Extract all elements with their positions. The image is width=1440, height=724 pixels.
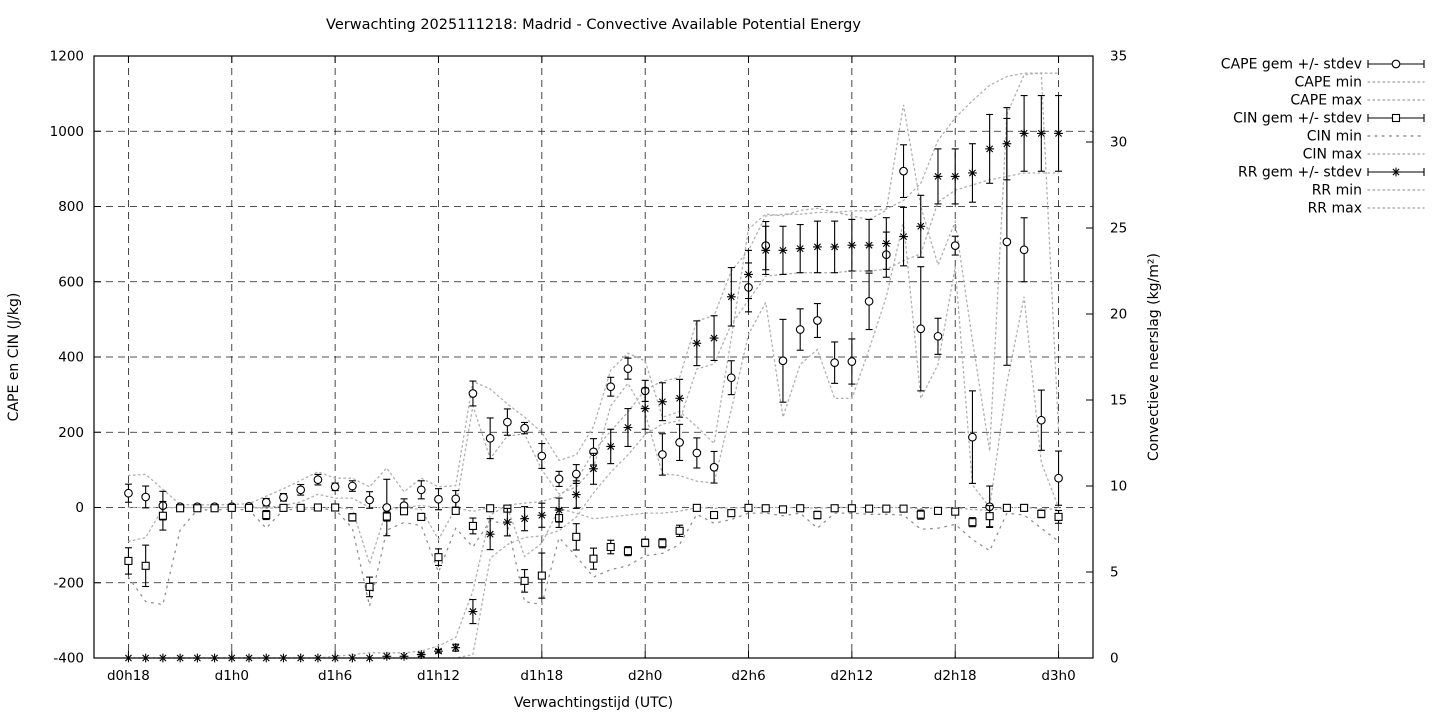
svg-text:Verwachting 2025111218: Madrid: Verwachting 2025111218: Madrid - Convect… [326, 17, 861, 33]
series-cin-mean [124, 503, 1063, 591]
svg-text:RR gem +/- stdev: RR gem +/- stdev [1238, 165, 1362, 181]
svg-text:d2h12: d2h12 [830, 668, 873, 684]
svg-text:-400: -400 [53, 651, 84, 667]
svg-text:d1h18: d1h18 [520, 668, 563, 684]
svg-text:0: 0 [75, 500, 84, 516]
svg-text:0: 0 [1110, 651, 1119, 667]
svg-text:d1h0: d1h0 [215, 668, 249, 684]
y-left-axis-label: CAPE en CIN (J/kg) [6, 293, 22, 422]
svg-text:d2h0: d2h0 [628, 668, 662, 684]
y-left-tick-labels: -400 -200 0 200 400 600 800 1000 1200 [50, 49, 84, 667]
y-right-tick-labels: 0 5 10 15 20 25 30 35 [1110, 49, 1127, 667]
series-cape-max [127, 72, 1060, 506]
svg-text:5: 5 [1110, 565, 1119, 581]
svg-text:CIN max: CIN max [1303, 147, 1362, 163]
svg-text:d2h18: d2h18 [934, 668, 977, 684]
svg-text:Convectieve neerslag (kg/m²): Convectieve neerslag (kg/m²) [1146, 253, 1162, 461]
y-right-axis-label: Convectieve neerslag (kg/m²) [1146, 253, 1162, 461]
svg-text:200: 200 [58, 425, 84, 441]
svg-text:CAPE en CIN (J/kg): CAPE en CIN (J/kg) [6, 293, 22, 422]
svg-text:600: 600 [58, 274, 84, 290]
legend: CAPE gem +/- stdev CAPE min CAPE max CIN ge… [1221, 57, 1425, 217]
svg-text:CIN min: CIN min [1307, 129, 1362, 145]
svg-text:d1h6: d1h6 [318, 668, 352, 684]
svg-text:Verwachtingstijd (UTC): Verwachtingstijd (UTC) [514, 695, 673, 711]
series-cin-max [127, 506, 1060, 567]
x-tick-labels: d0h18 d1h0 d1h6 d1h12 d1h18 d2h0 d2h6 d2h12 d2h1… [107, 668, 1076, 684]
svg-text:RR max: RR max [1308, 201, 1362, 217]
svg-text:30: 30 [1110, 135, 1127, 151]
svg-text:CAPE max: CAPE max [1290, 93, 1362, 109]
svg-text:15: 15 [1110, 393, 1127, 409]
svg-text:RR min: RR min [1312, 183, 1362, 199]
svg-text:-200: -200 [53, 575, 84, 591]
svg-text:d2h6: d2h6 [731, 668, 765, 684]
svg-text:d0h18: d0h18 [107, 668, 150, 684]
svg-text:20: 20 [1110, 307, 1127, 323]
svg-text:1200: 1200 [50, 49, 84, 65]
svg-text:CIN gem +/- stdev: CIN gem +/- stdev [1233, 111, 1362, 127]
svg-text:35: 35 [1110, 49, 1127, 65]
svg-text:800: 800 [58, 199, 84, 215]
svg-text:1000: 1000 [50, 124, 84, 140]
svg-text:25: 25 [1110, 221, 1127, 237]
svg-text:10: 10 [1110, 479, 1127, 495]
axis-ticks [94, 55, 1093, 659]
x-axis-label: Verwachtingstijd (UTC) [514, 695, 673, 711]
chart-title: Verwachting 2025111218: Madrid - Convect… [326, 17, 861, 33]
svg-text:400: 400 [58, 350, 84, 366]
svg-text:CAPE min: CAPE min [1295, 75, 1363, 91]
svg-text:CAPE gem +/- stdev: CAPE gem +/- stdev [1221, 57, 1362, 73]
svg-text:d1h12: d1h12 [417, 668, 460, 684]
svg-text:d3h0: d3h0 [1041, 668, 1075, 684]
